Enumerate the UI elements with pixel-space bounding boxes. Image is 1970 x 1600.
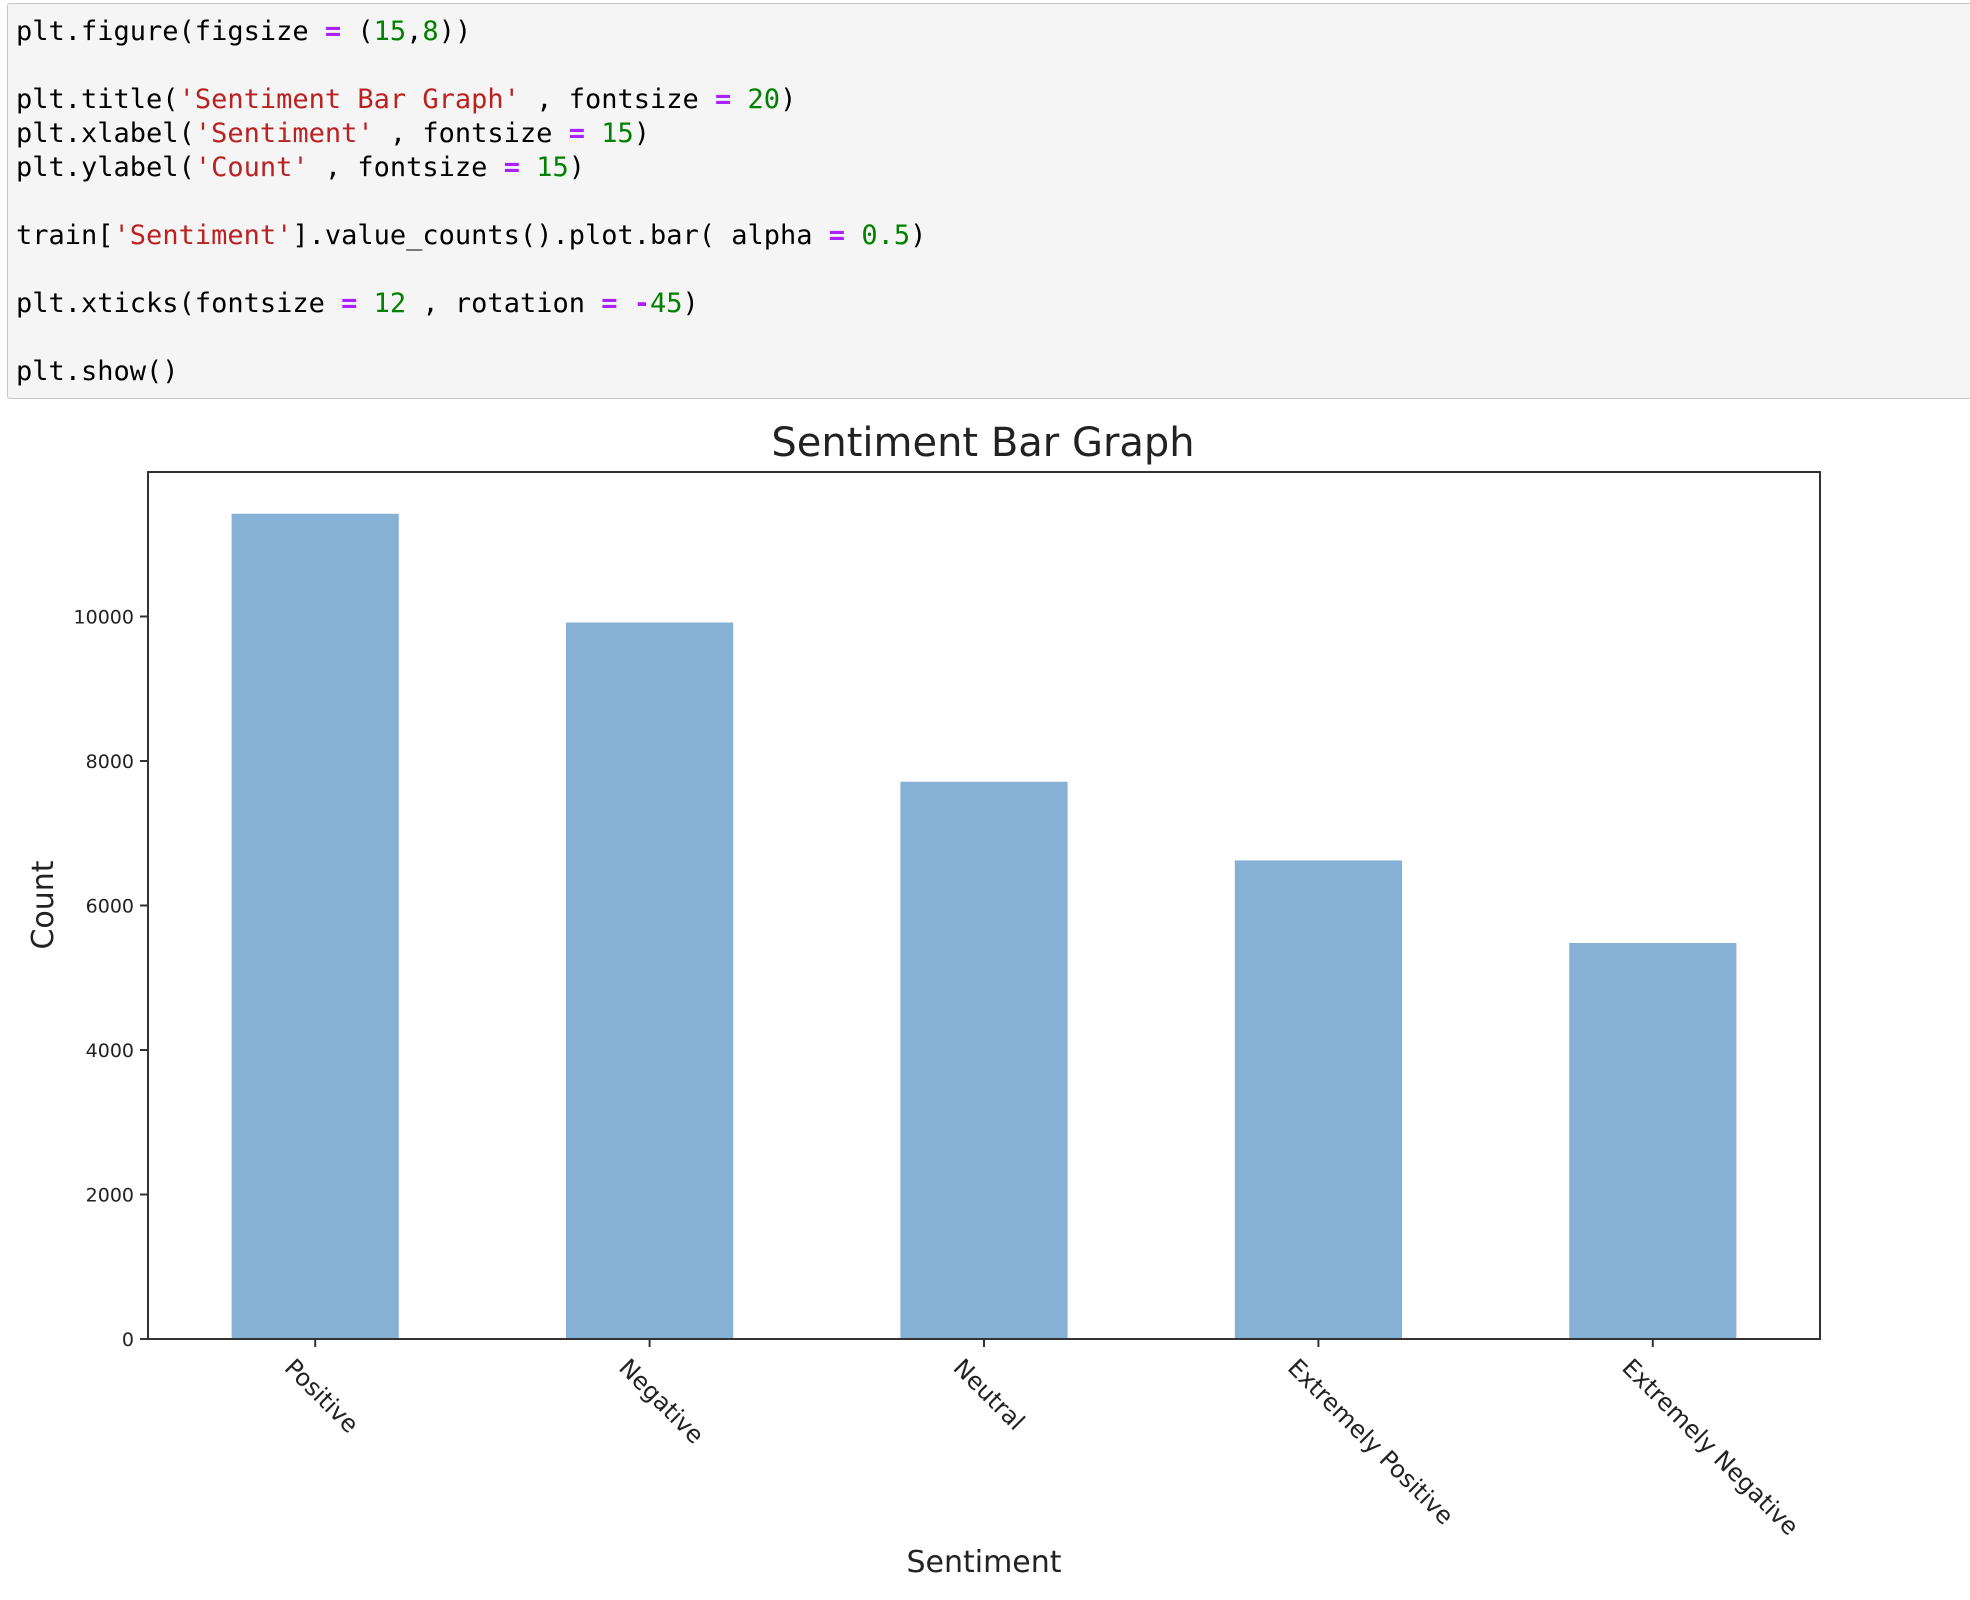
bar xyxy=(1569,942,1737,1339)
code-token: ].value_counts().plot.bar( alpha xyxy=(292,220,829,251)
code-token: 'Sentiment' xyxy=(194,118,374,149)
chart-title: Sentiment Bar Graph xyxy=(771,420,1194,466)
code-token: - xyxy=(633,288,651,319)
bar xyxy=(231,513,399,1339)
code-line xyxy=(16,185,1970,219)
code-token: 15 xyxy=(373,16,407,47)
code-line: plt.xlabel('Sentiment' , fontsize = 15) xyxy=(16,117,1970,151)
x-tick-label: Negative xyxy=(613,1353,709,1449)
code-token: 15 xyxy=(601,118,634,149)
y-tick-label: 0 xyxy=(122,1329,134,1351)
code-line xyxy=(16,49,1970,83)
code-token xyxy=(520,152,536,183)
code-token: , xyxy=(406,16,423,47)
code-token: = xyxy=(324,16,342,47)
bars-layer xyxy=(231,513,1737,1339)
code-token: 45 xyxy=(650,288,683,319)
code-token xyxy=(585,118,601,149)
code-line: train['Sentiment'].value_counts().plot.b… xyxy=(16,219,1970,253)
code-token: = xyxy=(341,288,358,319)
code-cell[interactable]: plt.figure(figsize = (15,8)) plt.title('S… xyxy=(7,3,1970,399)
code-token: 'Sentiment Bar Graph' xyxy=(178,84,520,115)
plot-frame xyxy=(147,471,1821,1340)
bar-chart: Sentiment Bar Graph 0 2000 4000 6000 8000 100… xyxy=(26,420,1821,1580)
code-token: plt.title( xyxy=(16,84,179,115)
code-token: 15 xyxy=(536,152,569,183)
code-token: ) xyxy=(780,84,797,115)
bar xyxy=(1234,860,1402,1339)
code-token: plt.ylabel( xyxy=(16,152,195,183)
x-tick-label: Extremely Negative xyxy=(1617,1353,1805,1541)
code-token xyxy=(845,220,861,251)
code-line: plt.title('Sentiment Bar Graph' , fontsi… xyxy=(16,83,1970,117)
code-token: = xyxy=(828,220,846,251)
code-line: plt.show() xyxy=(16,355,1970,389)
code-token xyxy=(731,84,747,115)
code-line: plt.ylabel('Count' , fontsize = 15) xyxy=(16,151,1970,185)
code-token xyxy=(357,288,373,319)
code-line xyxy=(16,321,1970,355)
code-token: = xyxy=(568,118,585,149)
code-token: ) xyxy=(682,288,699,319)
x-tick-label: Extremely Positive xyxy=(1282,1353,1459,1530)
code-token: = xyxy=(715,84,732,115)
code-token xyxy=(618,288,634,319)
code-line: plt.xticks(fontsize = 12 , rotation = -4… xyxy=(16,287,1970,321)
y-tick-label: 2000 xyxy=(86,1185,134,1207)
code-token: , fontsize xyxy=(373,118,569,149)
x-axis-label: Sentiment xyxy=(906,1545,1061,1580)
code-token: = xyxy=(601,288,618,319)
code-token: = xyxy=(503,152,520,183)
x-tick-label: Positive xyxy=(279,1353,364,1438)
bar xyxy=(900,781,1068,1339)
y-axis-ticks: 0 2000 4000 6000 8000 10000 xyxy=(74,607,148,1351)
code-token: plt.xlabel( xyxy=(16,118,195,149)
y-axis-label: Count xyxy=(26,860,61,949)
code-line xyxy=(16,253,1970,287)
y-tick-label: 4000 xyxy=(86,1040,134,1062)
code-editor[interactable]: plt.figure(figsize = (15,8)) plt.title('S… xyxy=(8,4,1970,389)
code-token: , fontsize xyxy=(519,84,716,115)
bar xyxy=(566,622,734,1339)
code-token: , rotation xyxy=(406,288,602,319)
y-tick-label: 8000 xyxy=(86,751,134,773)
code-line: plt.figure(figsize = (15,8)) xyxy=(16,15,1970,49)
code-token: plt.xticks(fontsize xyxy=(16,288,342,319)
code-token: 0.5 xyxy=(861,220,911,251)
x-tick-label: Neutral xyxy=(948,1353,1030,1435)
code-token: 20 xyxy=(747,84,781,115)
y-tick-label: 10000 xyxy=(74,607,134,629)
x-axis-ticks: Positive Negative Neutral Extremely Positiv… xyxy=(279,1339,1804,1541)
y-tick-label: 6000 xyxy=(86,896,134,918)
code-token: ) xyxy=(568,152,585,183)
code-token: plt.show() xyxy=(16,356,179,387)
code-token: )) xyxy=(438,16,472,47)
code-token: 'Count' xyxy=(194,152,309,183)
code-token: 'Sentiment' xyxy=(113,220,293,251)
code-token: plt.figure(figsize xyxy=(16,16,325,47)
code-token: , fontsize xyxy=(308,152,504,183)
code-token: train[ xyxy=(16,220,114,251)
code-token: ) xyxy=(633,118,651,149)
code-token: ) xyxy=(910,220,927,251)
code-token: ( xyxy=(341,16,374,47)
code-token: 8 xyxy=(422,16,439,47)
code-token: 12 xyxy=(373,288,407,319)
